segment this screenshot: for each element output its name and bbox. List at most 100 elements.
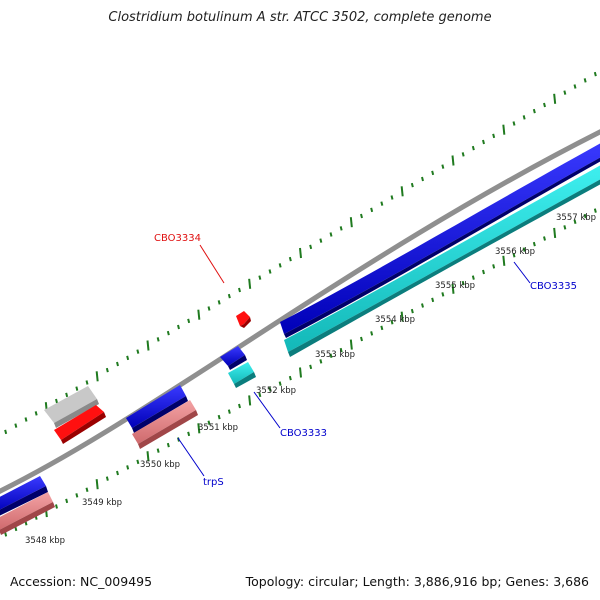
minor-tick <box>136 459 140 465</box>
feature-red-gene[interactable] <box>54 405 106 444</box>
major-tick <box>451 283 455 294</box>
minor-tick <box>14 423 18 428</box>
feature-rna-trps[interactable] <box>132 400 198 449</box>
minor-tick <box>431 297 435 303</box>
minor-tick <box>390 195 394 200</box>
feature-cds-cbo3334[interactable] <box>236 311 251 328</box>
minor-tick <box>421 303 424 308</box>
feature-rna-left[interactable] <box>0 492 55 535</box>
feature-cds-forward-left[interactable] <box>0 476 48 517</box>
minor-tick <box>227 409 231 414</box>
minor-tick <box>380 325 384 331</box>
gene-label-cbo3335[interactable]: CBO3335 <box>530 281 577 292</box>
minor-tick <box>55 504 58 509</box>
major-tick <box>248 395 252 406</box>
minor-tick <box>370 331 374 336</box>
feature-cds-small-blue[interactable] <box>220 346 247 370</box>
minor-tick <box>75 386 79 391</box>
minor-tick <box>583 213 587 219</box>
gene-label-trps[interactable]: trpS <box>203 477 224 488</box>
minor-tick <box>207 420 211 425</box>
minor-tick <box>421 176 424 182</box>
genome-summary: Topology: circular; Length: 3,886,916 bp… <box>245 574 589 589</box>
minor-tick <box>288 256 292 262</box>
major-tick <box>146 340 150 351</box>
minor-tick <box>75 493 79 498</box>
feature-cds-forward-trps[interactable] <box>126 385 188 433</box>
minor-tick <box>156 337 160 342</box>
minor-tick <box>471 145 475 151</box>
minor-tick <box>532 241 536 247</box>
minor-tick <box>563 225 567 230</box>
major-tick <box>299 247 302 259</box>
tick-label: 3549 kbp <box>82 498 122 508</box>
minor-tick <box>217 300 221 305</box>
minor-tick <box>390 320 394 325</box>
minor-tick <box>380 201 384 206</box>
major-tick <box>197 423 201 434</box>
minor-tick <box>482 139 485 145</box>
gene-label-cbo3333[interactable]: CBO3333 <box>280 428 327 439</box>
minor-tick <box>339 347 343 353</box>
tick-labels: 3548 kbp 3549 kbp 3550 kbp 3551 kbp 3552 kbp… <box>25 213 596 546</box>
minor-tick <box>309 364 313 370</box>
minor-tick <box>431 170 435 176</box>
minor-tick <box>65 392 69 398</box>
tick-label: 3553 kbp <box>315 350 355 360</box>
minor-tick <box>563 90 567 95</box>
minor-tick <box>156 448 160 453</box>
minor-tick <box>105 476 109 481</box>
minor-tick <box>370 207 374 213</box>
minor-tick <box>522 247 526 252</box>
tick-label: 3555 kbp <box>435 281 475 291</box>
minor-tick <box>512 121 516 126</box>
minor-tick <box>573 84 577 89</box>
minor-tick <box>187 431 191 437</box>
tick-label: 3556 kbp <box>495 247 535 257</box>
minor-tick <box>482 269 485 275</box>
gene-label-cbo3334[interactable]: CBO3334 <box>154 233 201 244</box>
minor-tick <box>24 417 28 422</box>
minor-tick <box>543 102 546 108</box>
leader-line-cbo3333 <box>253 391 281 429</box>
minor-tick <box>278 263 282 268</box>
minor-tick <box>4 429 8 435</box>
minor-tick <box>593 71 597 77</box>
tick-ring <box>4 71 597 537</box>
feature-cds-reverse-large[interactable] <box>284 160 600 357</box>
minor-tick <box>217 414 221 420</box>
feature-cds-cbo3333[interactable] <box>228 362 256 388</box>
minor-tick <box>471 275 475 280</box>
minor-tick <box>258 275 262 280</box>
minor-tick <box>288 375 292 381</box>
minor-tick <box>136 349 140 354</box>
minor-tick <box>126 465 130 470</box>
major-tick <box>248 278 252 289</box>
minor-tick <box>116 470 119 476</box>
minor-tick <box>360 336 363 342</box>
minor-tick <box>238 403 241 409</box>
minor-tick <box>177 324 180 330</box>
minor-tick <box>543 236 546 241</box>
major-tick <box>146 451 150 462</box>
major-tick <box>400 186 404 197</box>
minor-tick <box>522 115 526 120</box>
feature-grey-gene[interactable] <box>44 386 99 428</box>
tick-label: 3552 kbp <box>256 386 296 396</box>
minor-tick <box>85 487 89 492</box>
minor-tick <box>238 287 241 293</box>
minor-tick <box>329 353 333 358</box>
major-tick <box>197 309 201 320</box>
minor-tick <box>268 269 272 274</box>
major-tick <box>349 217 353 228</box>
minor-tick <box>583 78 587 83</box>
minor-tick <box>34 411 38 416</box>
feature-cds-forward-large[interactable] <box>280 138 600 338</box>
minor-tick <box>339 226 343 231</box>
minor-tick <box>55 398 58 404</box>
tick-label: 3550 kbp <box>140 460 180 470</box>
major-tick <box>553 227 557 239</box>
leader-line-trps <box>177 437 205 477</box>
